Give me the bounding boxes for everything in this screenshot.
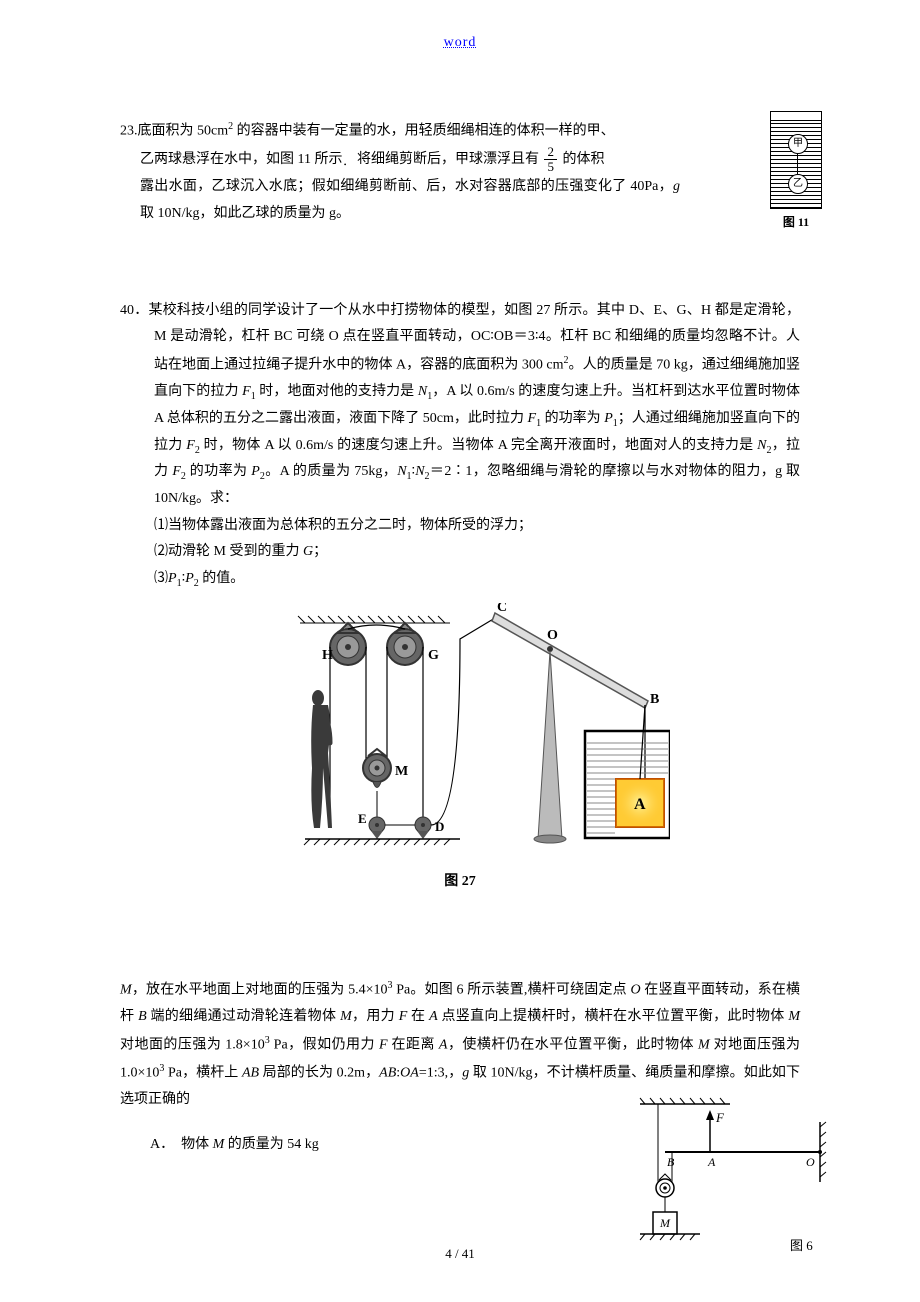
q23-l2c: 的体积 (559, 152, 605, 167)
tank-icon: A (585, 705, 670, 838)
label-h: H (322, 648, 333, 663)
label-o: O (547, 628, 558, 643)
q23-l1a: 底面积为 50cm (138, 123, 229, 138)
q23-num: 23. (120, 123, 138, 138)
figure-11-caption: 图 11 (770, 211, 822, 234)
person-icon (311, 690, 332, 828)
question-23: 23.底面积为 50cm2 的容器中装有一定量的水，用轻质细绳相连的体积一样的甲… (120, 117, 800, 228)
ball-jia: 甲 (788, 134, 808, 154)
question-40: 40．某校科技小组的同学设计了一个从水中打捞物体的模型，如图 27 所示。其中 … (120, 298, 800, 896)
figure-6-caption: 图 6 (790, 1238, 813, 1252)
q40-sub3: ⑶P1∶P2 的值。 (120, 566, 800, 593)
label-a: A (634, 796, 646, 813)
label-d: D (435, 819, 444, 834)
label-b6: B (667, 1155, 675, 1169)
q23-l2a: 乙两球悬浮在水中，如图 11 所示 (140, 152, 342, 167)
label-m: M (395, 764, 408, 779)
q23-l3b: 取 10N/kg，如此乙球的质量为 g。 (140, 206, 350, 221)
q23-l2b: 将细绳剪断后，甲球漂浮且有 (353, 152, 542, 167)
label-f6: F (715, 1110, 725, 1125)
label-e: E (358, 811, 367, 826)
lever-icon (492, 613, 648, 708)
q23-g: g (673, 179, 680, 194)
figure-27: H G (120, 603, 800, 864)
q23-l1b: 的容器中装有一定量的水，用轻质细绳相连的体积一样的甲、 (233, 123, 615, 138)
figure-11: 甲 乙 图 11 (770, 111, 822, 234)
label-a6: A (707, 1155, 716, 1169)
ball-yi: 乙 (788, 174, 808, 194)
fraction-2-5: 25 (544, 145, 557, 175)
q40-num: 40． (120, 303, 148, 318)
label-b: B (650, 692, 659, 707)
q23-l3a: 露出水面，乙球沉入水底；假如细绳剪断前、后，水对容器底部的压强变化了 40Pa， (140, 179, 673, 194)
figure-6: F B A O M 图 6 (610, 1092, 830, 1263)
header-word: word (120, 30, 800, 57)
label-o6: O (806, 1155, 815, 1169)
figure-27-caption: 图 27 (120, 869, 800, 896)
pulley-h-icon (330, 623, 366, 665)
q40-sub2: ⑵动滑轮 M 受到的重力 G； (120, 539, 800, 566)
label-m6: M (659, 1216, 671, 1230)
label-c: C (497, 603, 507, 615)
q40-sub1: ⑴当物体露出液面为总体积的五分之二时，物体所受的浮力； (120, 513, 800, 540)
label-g: G (428, 648, 439, 663)
pulley-g-icon (387, 623, 423, 665)
